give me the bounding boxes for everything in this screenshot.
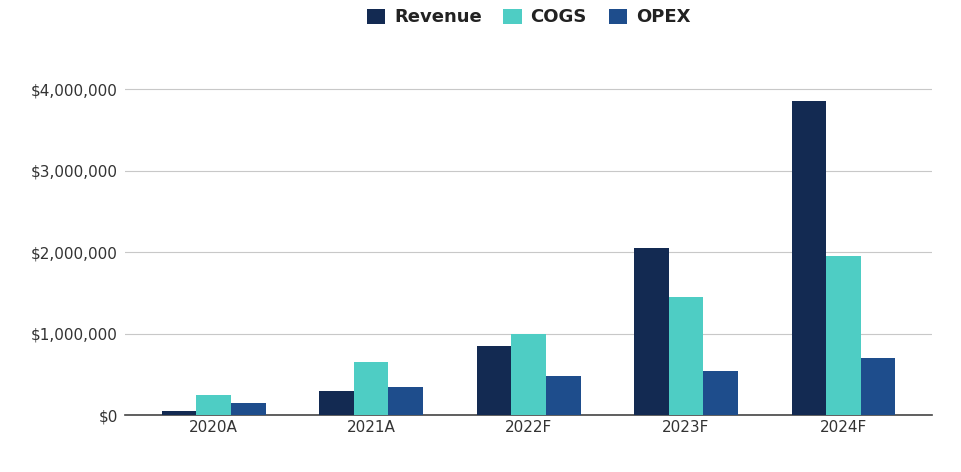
Bar <box>703 371 738 415</box>
Bar <box>161 411 196 415</box>
Bar <box>319 391 354 415</box>
Bar <box>231 403 265 415</box>
Bar <box>634 248 669 415</box>
Bar <box>669 297 703 415</box>
Bar <box>388 387 423 415</box>
Bar <box>511 334 546 415</box>
Bar <box>354 362 388 415</box>
Bar <box>861 358 896 415</box>
Bar <box>196 395 231 415</box>
Bar <box>792 101 826 415</box>
Bar <box>477 346 511 415</box>
Bar <box>826 256 861 415</box>
Bar <box>546 376 580 415</box>
Legend: Revenue, COGS, OPEX: Revenue, COGS, OPEX <box>359 1 698 34</box>
